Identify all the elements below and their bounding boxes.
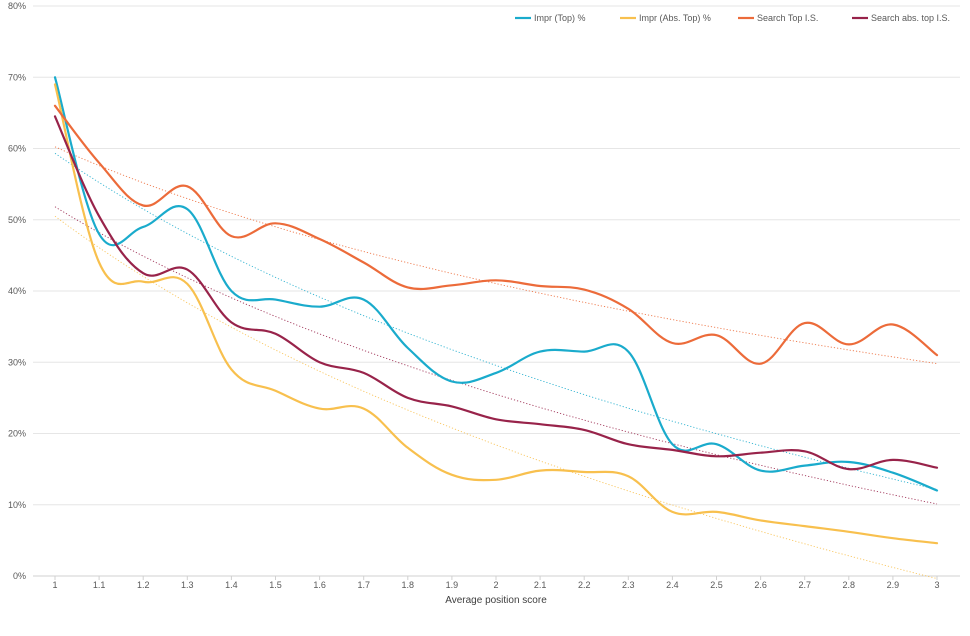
x-tick-label: 3 [934,580,939,590]
x-tick-label: 2.1 [534,580,547,590]
x-tick-label: 1.6 [313,580,326,590]
x-tick-label: 2 [493,580,498,590]
y-tick-label: 50% [8,215,26,225]
legend-item: Impr (Abs. Top) % [620,13,711,23]
y-tick-label: 60% [8,144,26,154]
x-axis-title: Average position score [445,595,547,606]
trendline [54,206,938,505]
y-tick-label: 10% [8,500,26,510]
legend-item: Impr (Top) % [515,13,586,23]
y-tick-label: 80% [8,1,26,11]
x-tick-label: 2.7 [798,580,811,590]
x-tick-label: 1.3 [181,580,194,590]
legend-item: Search abs. top I.S. [852,13,950,23]
series-lines [53,76,939,545]
x-tick-label: 1.1 [93,580,106,590]
y-tick-label: 20% [8,429,26,439]
series-line [53,83,939,545]
series-line [53,76,939,492]
series-line [53,104,939,365]
gridlines [33,5,960,577]
x-tick-label: 2.5 [710,580,723,590]
legend-item: Search Top I.S. [738,13,818,23]
x-tick-label: 1.7 [357,580,370,590]
x-tick-label: 2.6 [754,580,767,590]
x-tick-label: 2.4 [666,580,679,590]
y-tick-label: 40% [8,286,26,296]
y-tick-label: 30% [8,357,26,367]
x-tick-label: 1.2 [137,580,150,590]
y-tick-label: 0% [13,571,26,581]
legend-label: Impr (Abs. Top) % [639,13,711,23]
trendline [54,146,938,365]
x-tick-label: 2.9 [887,580,900,590]
y-tick-label: 70% [8,72,26,82]
x-tick-label: 1.5 [269,580,282,590]
x-tick-label: 1.4 [225,580,238,590]
series-line [53,115,939,471]
trendline [54,152,938,490]
legend-label: Search abs. top I.S. [871,13,950,23]
x-tick-label: 2.8 [843,580,856,590]
legend-label: Impr (Top) % [534,13,586,23]
x-tick-label: 1.8 [402,580,415,590]
legend-label: Search Top I.S. [757,13,818,23]
legend: Impr (Top) % Impr (Abs. Top) % Search Top … [515,13,950,23]
x-tick-label: 1 [52,580,57,590]
trendline [54,215,938,580]
x-tick-label: 2.2 [578,580,591,590]
y-axis-ticks: 0% 10% 20% 30% 40% 50% 60% 70% 80% [8,1,26,581]
x-axis-ticks: 1 1.1 1.2 1.3 1.4 1.5 1.6 1.7 1.8 1.9 2 2.1 2.2 2.3 2.… [52,576,940,590]
x-tick-label: 1.9 [446,580,459,590]
x-tick-label: 2.3 [622,580,635,590]
